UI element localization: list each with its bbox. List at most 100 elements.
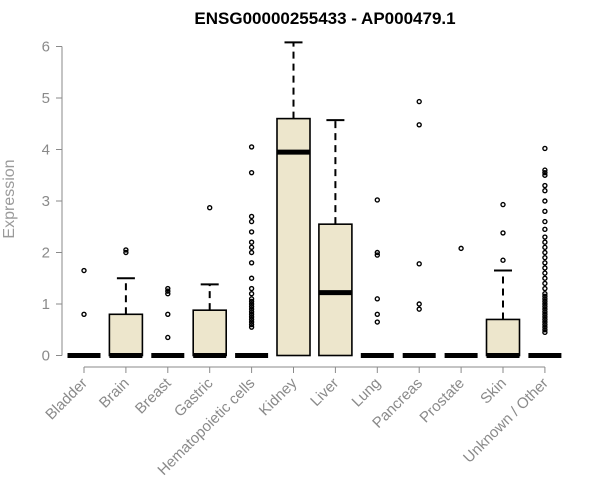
y-tick-label: 6 — [42, 39, 50, 56]
outlier-point — [165, 311, 171, 317]
outlier-point — [248, 213, 255, 220]
outlier-point — [248, 291, 255, 297]
x-tick-label: Prostate — [416, 375, 468, 427]
outlier-point — [542, 321, 548, 328]
outlier-point — [248, 229, 255, 235]
box-skin — [485, 201, 521, 358]
outlier-point — [542, 316, 548, 323]
y-axis: 0 1 2 3 4 5 6 — [42, 39, 63, 365]
outlier-point — [374, 197, 380, 203]
iqr-box — [485, 318, 521, 357]
outlier-point — [542, 172, 548, 178]
outlier-point — [248, 303, 255, 310]
outlier-point — [374, 311, 380, 317]
box-gastric — [192, 204, 227, 358]
outlier-point — [374, 252, 380, 258]
outlier-point — [542, 329, 548, 336]
x-tick-label: Brain — [96, 375, 133, 412]
outlier-point — [123, 247, 129, 253]
x-tick-label: Liver — [307, 375, 342, 410]
chart-title: ENSG00000255433 - AP000479.1 — [194, 9, 455, 28]
y-axis-label: Expression — [1, 159, 18, 238]
box-lung — [360, 197, 394, 358]
outlier-point — [416, 261, 422, 267]
outlier-point — [416, 122, 422, 128]
outlier-point — [248, 275, 255, 281]
outlier-point — [248, 169, 255, 176]
outlier-point — [542, 291, 548, 297]
outlier-point — [542, 293, 548, 299]
outlier-point — [123, 249, 129, 256]
outlier-point — [542, 275, 548, 281]
outlier-point — [248, 244, 255, 251]
outlier-point — [500, 257, 506, 263]
outlier-point — [542, 198, 548, 204]
outlier-point — [248, 301, 255, 307]
outlier-point — [542, 145, 548, 152]
outlier-point — [165, 291, 171, 297]
x-tick-label: Lung — [349, 375, 385, 411]
outlier-point — [542, 260, 548, 266]
box-brain — [108, 247, 144, 358]
outlier-point — [248, 249, 255, 256]
outlier-point — [542, 218, 548, 225]
x-tick-label: Breast — [132, 374, 175, 417]
outlier-point — [542, 249, 548, 256]
outlier-point — [542, 314, 548, 320]
outlier-point — [542, 296, 548, 302]
outlier-point — [374, 319, 380, 325]
outlier-point — [542, 234, 548, 240]
y-tick-label: 0 — [42, 348, 50, 365]
outlier-point — [500, 230, 506, 236]
outlier-point — [542, 327, 548, 333]
outlier-point — [542, 270, 548, 276]
outlier-point — [416, 301, 422, 307]
outlier-point — [542, 265, 548, 271]
outlier-point — [248, 285, 255, 292]
outlier-point — [542, 169, 548, 176]
outlier-point — [165, 288, 171, 294]
outlier-point — [248, 298, 255, 305]
outlier-point — [248, 239, 255, 245]
box-unknown-other — [528, 145, 562, 358]
outlier-point — [206, 204, 213, 211]
outlier-point — [81, 311, 87, 317]
outlier-point — [542, 285, 548, 292]
iqr-box — [276, 117, 311, 357]
outlier-point — [248, 319, 255, 325]
outlier-point — [542, 324, 548, 330]
iqr-box — [318, 223, 353, 357]
outlier-point — [542, 254, 548, 261]
y-tick-label: 5 — [42, 90, 50, 107]
box-liver — [318, 119, 353, 357]
outlier-point — [542, 280, 548, 287]
outlier-point — [374, 249, 380, 256]
box-bladder — [67, 267, 101, 358]
outlier-point — [542, 187, 548, 194]
outlier-point — [165, 334, 171, 341]
outlier-point — [165, 285, 171, 292]
outlier-point — [542, 306, 548, 312]
outlier-point — [248, 316, 255, 323]
outlier-point — [542, 244, 548, 251]
outlier-point — [248, 309, 255, 315]
box-breast — [151, 285, 185, 358]
iqr-box — [192, 309, 227, 357]
outlier-point — [500, 201, 506, 208]
outlier-point — [542, 167, 548, 173]
outlier-point — [248, 324, 255, 330]
x-tick-label: Kidney — [256, 374, 301, 419]
y-tick-label: 1 — [42, 296, 50, 313]
outlier-point — [248, 144, 255, 150]
x-tick-label: Bladder — [42, 375, 91, 424]
plot-area — [67, 41, 562, 358]
box-prostate — [444, 245, 478, 358]
y-tick-label: 3 — [42, 193, 50, 210]
y-tick-label: 2 — [42, 245, 50, 262]
outlier-point — [416, 98, 422, 105]
outlier-point — [248, 321, 255, 328]
box-hematopoietic-cells — [235, 144, 269, 358]
outlier-point — [416, 306, 422, 312]
